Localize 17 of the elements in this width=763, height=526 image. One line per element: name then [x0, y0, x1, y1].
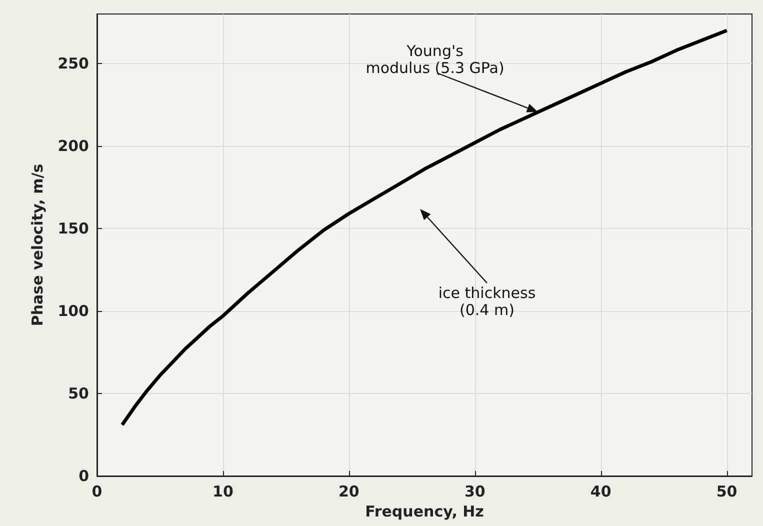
y-tick-label: 200 — [58, 137, 89, 155]
y-tick-label: 100 — [58, 302, 89, 320]
x-tick-label: 20 — [338, 482, 360, 500]
y-tick-label: 0 — [78, 467, 89, 485]
x-tick-label: 50 — [716, 482, 738, 500]
x-axis-title: Frequency, Hz — [365, 502, 484, 520]
line-series — [120, 28, 729, 427]
y-tick-label: 50 — [68, 384, 89, 402]
x-tick-label: 10 — [212, 482, 234, 500]
x-tick-label: 40 — [590, 482, 612, 500]
x-tick-label: 0 — [92, 482, 102, 500]
x-tick-label: 30 — [464, 482, 486, 500]
y-tick-label: 150 — [58, 220, 89, 238]
y-axis-title: Phase velocity, m/s — [28, 164, 46, 326]
y-tick-label: 250 — [58, 54, 89, 72]
annotation: Young's modulus (5.3 GPa) — [366, 42, 504, 77]
annotation: ice thickness (0.4 m) — [438, 284, 536, 319]
